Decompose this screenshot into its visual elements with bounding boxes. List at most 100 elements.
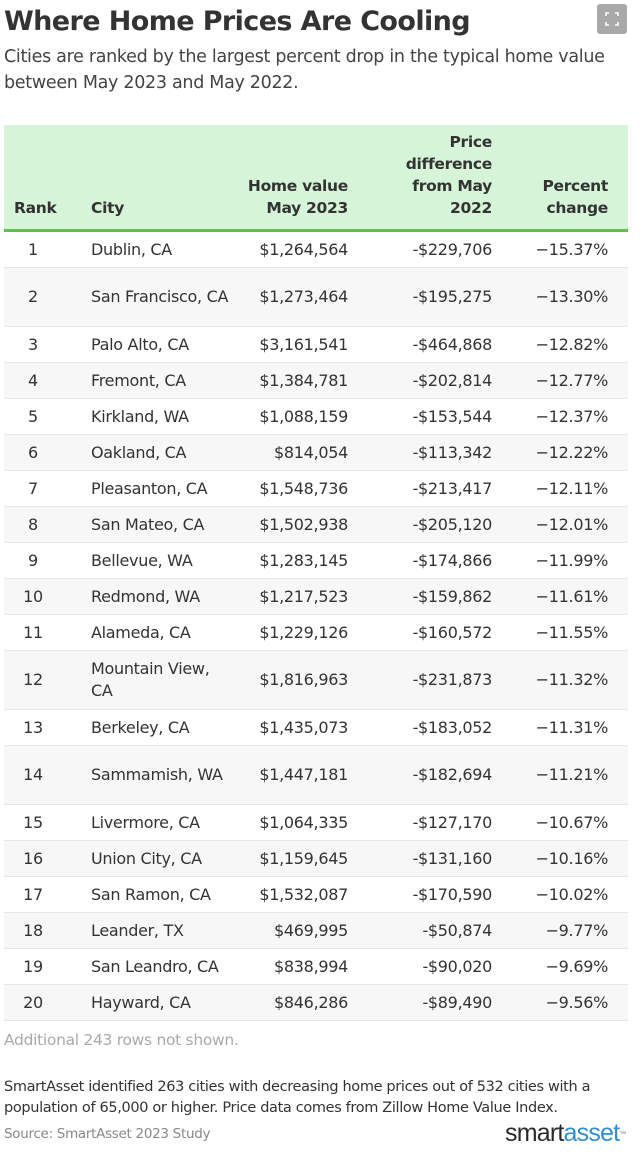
cell-city: Mountain View, CA [91,659,210,700]
cell-price-difference: -$89,490 [422,992,492,1012]
column-header-price-difference[interactable]: Price difference from May 2022 [405,133,493,217]
table-row: 12 Mountain View, CA $1,816,963 -$231,873 −1… [4,651,628,710]
column-header-home-value[interactable]: Home value May 2023 [247,177,348,217]
table-row: 5 Kirkland, WA $1,088,159 -$153,544 −12.37% [4,399,628,435]
cell-home-value: $1,064,335 [259,812,348,832]
cell-rank: 11 [23,622,43,642]
cell-rank: 1 [28,239,38,259]
table-body: 1 Dublin, CA $1,264,564 -$229,706 −15.37% 2 Sa… [4,232,628,1021]
table-row: 9 Bellevue, WA $1,283,145 -$174,866 −11.99% [4,543,628,579]
cell-price-difference: -$153,544 [412,406,493,426]
cell-rank: 12 [23,670,43,689]
cell-rank: 15 [23,812,43,832]
cell-home-value: $1,273,464 [259,287,348,306]
cell-percent-change: −11.31% [535,717,609,737]
cell-rank: 14 [23,765,43,784]
table-row: 6 Oakland, CA $814,054 -$113,342 −12.22% [4,435,628,471]
cell-rank: 5 [28,406,38,426]
cell-percent-change: −12.37% [535,406,609,426]
cell-percent-change: −13.30% [535,287,609,306]
cell-percent-change: −9.69% [545,956,609,976]
cell-city: Berkeley, CA [91,717,190,737]
column-header-rank[interactable]: Rank [14,199,57,217]
cell-city: Oakland, CA [91,442,187,462]
cell-city: Bellevue, WA [91,550,193,570]
rows-not-shown-note: Additional 243 rows not shown. [4,1031,239,1049]
table-row: 8 San Mateo, CA $1,502,938 -$205,120 −12.01% [4,507,628,543]
cell-city: Dublin, CA [91,239,172,259]
cell-city: Union City, CA [91,848,202,868]
cell-rank: 6 [28,442,38,462]
cell-rank: 2 [28,287,38,306]
cell-home-value: $1,159,645 [259,848,348,868]
table-row: 15 Livermore, CA $1,064,335 -$127,170 −10.67… [4,805,628,841]
cell-home-value: $1,088,159 [259,406,348,426]
cell-price-difference: -$159,862 [412,586,493,606]
cell-price-difference: -$90,020 [422,956,492,976]
table-row: 7 Pleasanton, CA $1,548,736 -$213,417 −12.11… [4,471,628,507]
fullscreen-button[interactable] [597,4,627,34]
cell-price-difference: -$213,417 [412,478,493,498]
cell-price-difference: -$464,868 [412,334,493,354]
table-row: 10 Redmond, WA $1,217,523 -$159,862 −11.61% [4,579,628,615]
cell-price-difference: -$160,572 [412,622,493,642]
table-row: 17 San Ramon, CA $1,532,087 -$170,590 −10.02… [4,877,628,913]
table-row: 18 Leander, TX $469,995 -$50,874 −9.77% [4,913,628,949]
cell-home-value: $846,286 [274,992,348,1012]
cell-rank: 8 [28,514,38,534]
cell-rank: 7 [28,478,38,498]
cell-rank: 4 [28,370,38,390]
cell-city: Hayward, CA [91,992,191,1012]
cell-city: Leander, TX [91,920,184,940]
cell-rank: 16 [23,848,43,868]
cell-price-difference: -$229,706 [412,239,493,259]
cell-city: Palo Alto, CA [91,334,189,354]
cell-percent-change: −11.99% [535,550,609,570]
cell-city: Livermore, CA [91,812,200,832]
logo-trademark: ™ [619,1131,626,1138]
cell-home-value: $838,994 [274,956,348,976]
cell-price-difference: -$131,160 [412,848,493,868]
subtitle: Cities are ranked by the largest percent… [4,47,605,93]
cell-percent-change: −12.77% [535,370,609,390]
cell-home-value: $1,283,145 [259,550,348,570]
cell-city: Kirkland, WA [91,406,189,426]
cell-percent-change: −10.16% [535,848,609,868]
cell-home-value: $1,502,938 [259,514,348,534]
table-row: 1 Dublin, CA $1,264,564 -$229,706 −15.37% [4,232,628,268]
table-row: 14 Sammamish, WA $1,447,181 -$182,694 −11.21… [4,746,628,805]
cell-percent-change: −10.67% [535,812,609,832]
cell-city: Sammamish, WA [91,765,223,784]
cell-price-difference: -$202,814 [412,370,493,390]
fullscreen-icon [605,12,619,26]
cell-percent-change: −11.61% [535,586,609,606]
cell-home-value: $1,816,963 [259,670,348,689]
cell-home-value: $814,054 [274,442,348,462]
table-row: 16 Union City, CA $1,159,645 -$131,160 −10.1… [4,841,628,877]
cell-home-value: $1,435,073 [259,717,348,737]
cell-rank: 10 [23,586,43,606]
cell-home-value: $1,217,523 [259,586,348,606]
cell-price-difference: -$50,874 [422,920,492,940]
cell-home-value: $1,384,781 [259,370,348,390]
column-header-city[interactable]: City [91,199,125,217]
cell-price-difference: -$205,120 [412,514,493,534]
table-row: 3 Palo Alto, CA $3,161,541 -$464,868 −12.82% [4,327,628,363]
column-header-percent-change[interactable]: Percent change [542,177,608,217]
table-row: 13 Berkeley, CA $1,435,073 -$183,052 −11.31% [4,710,628,746]
cell-city: Alameda, CA [91,622,191,642]
cell-city: Fremont, CA [91,370,186,390]
data-table: Rank City Home value May 2023 Price diff… [4,125,628,1021]
cell-city: San Francisco, CA [91,287,229,306]
cell-percent-change: −11.32% [535,670,609,689]
table-row: 2 San Francisco, CA $1,273,464 -$195,275 −13… [4,268,628,327]
cell-percent-change: −10.02% [535,884,609,904]
cell-city: Pleasanton, CA [91,478,208,498]
cell-city: San Ramon, CA [91,884,211,904]
cell-home-value: $1,264,564 [259,239,348,259]
table-row: 20 Hayward, CA $846,286 -$89,490 −9.56% [4,985,628,1021]
cell-city: Redmond, WA [91,586,200,606]
methodology-note: SmartAsset identified 263 cities with de… [4,1079,591,1116]
page-title: Where Home Prices Are Cooling [4,6,471,37]
table-row: 4 Fremont, CA $1,384,781 -$202,814 −12.77% [4,363,628,399]
